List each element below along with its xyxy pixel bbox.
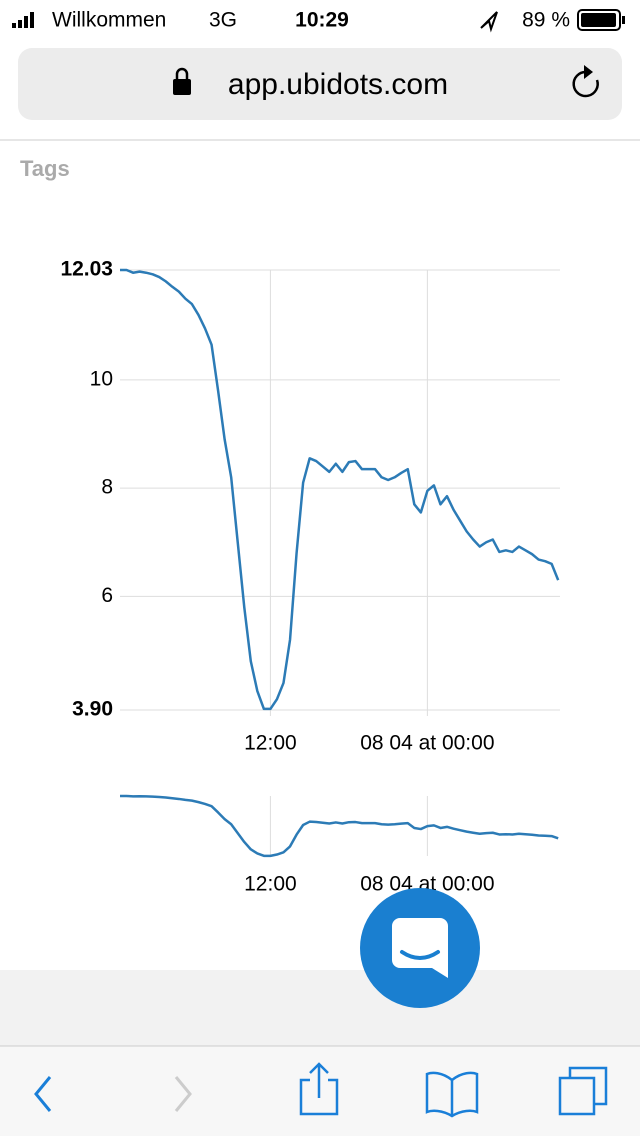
bookmarks-button[interactable] (425, 1071, 479, 1118)
x-tick-label: 12:00 (244, 732, 297, 755)
share-button[interactable] (299, 1062, 339, 1116)
forward-button[interactable] (174, 1076, 192, 1112)
signal-icon (12, 12, 34, 28)
chat-button[interactable] (360, 888, 480, 1008)
x-tick-label: 08 04 at 00:00 (360, 873, 494, 896)
y-tick-label: 6 (101, 584, 113, 607)
y-tick-label: 8 (101, 476, 113, 499)
address-bar[interactable] (18, 48, 622, 120)
lock-icon (173, 67, 191, 95)
y-tick-label: 12.03 (60, 258, 113, 281)
network: 3G (209, 9, 237, 32)
carrier: Willkommen (52, 9, 166, 32)
x-tick-label: 08 04 at 00:00 (360, 732, 494, 755)
clock: 10:29 (295, 9, 349, 32)
battery-level: 89 % (522, 9, 570, 32)
y-tick-label: 3.90 (72, 698, 113, 721)
data-line (120, 268, 560, 711)
reload-button[interactable] (572, 65, 599, 98)
back-button[interactable] (34, 1076, 52, 1112)
range-navigator: 12:00 08 04 at 00:00 (120, 794, 559, 896)
chart: 3.90 6 8 10 12.03 12:00 08 04 at 00:00 (60, 258, 560, 755)
footer-band (0, 970, 640, 1046)
url[interactable]: app.ubidots.com (228, 68, 448, 101)
data-line (120, 794, 559, 858)
location-icon (480, 11, 498, 33)
tabs-button[interactable] (558, 1066, 608, 1116)
x-tick-label: 12:00 (244, 873, 297, 896)
y-tick-label: 10 (90, 367, 113, 390)
battery-icon (577, 9, 625, 31)
section-title: Tags (20, 156, 70, 181)
